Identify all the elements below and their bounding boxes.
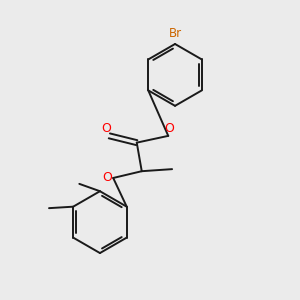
Text: O: O — [164, 122, 174, 135]
Text: O: O — [101, 122, 111, 135]
Text: Br: Br — [169, 28, 182, 40]
Text: O: O — [102, 171, 112, 184]
